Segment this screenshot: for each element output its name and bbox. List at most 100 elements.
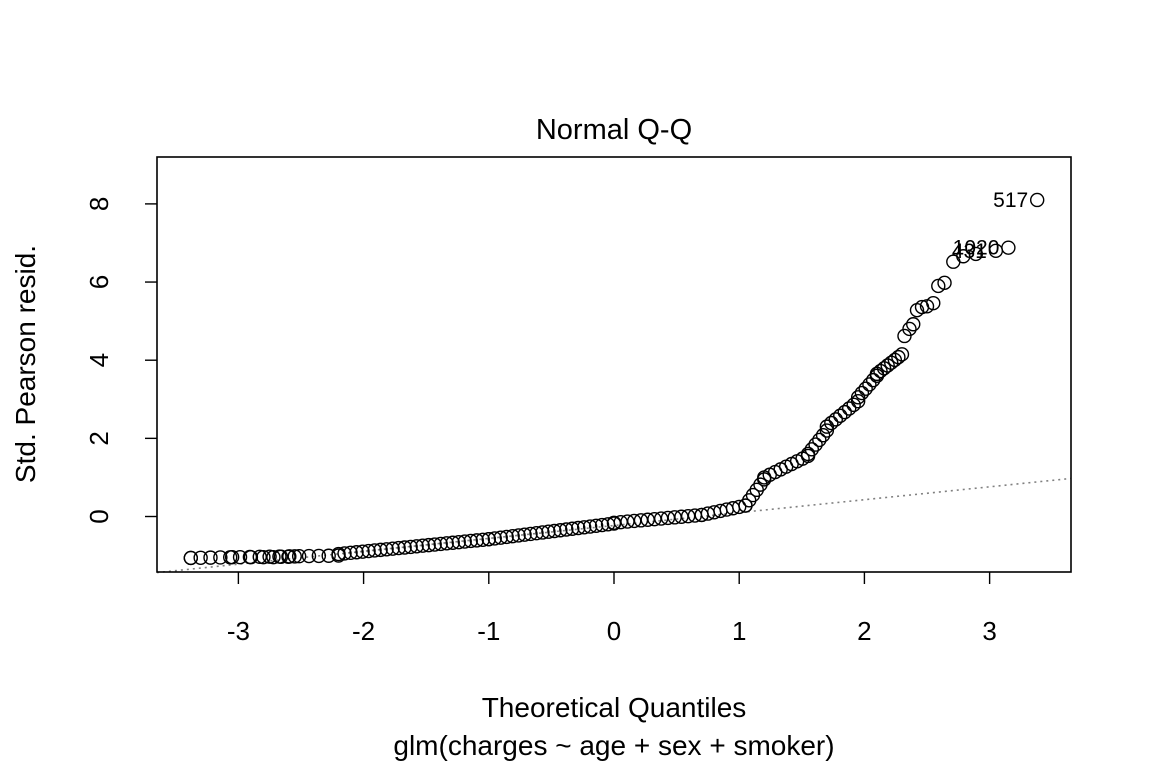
y-tick-label: 6 xyxy=(84,275,114,289)
data-point xyxy=(880,358,895,373)
data-point xyxy=(272,549,287,564)
data-point xyxy=(1001,240,1016,255)
data-point xyxy=(873,363,888,379)
data-point xyxy=(451,534,466,550)
data-point xyxy=(862,377,877,392)
data-point xyxy=(337,546,352,561)
data-point xyxy=(349,545,364,560)
data-point xyxy=(439,536,454,551)
data-point xyxy=(846,397,861,413)
data-point xyxy=(541,524,556,539)
data-point xyxy=(343,545,358,561)
data-point xyxy=(884,355,899,370)
chart-subtitle: glm(charges ~ age + sex + smoker) xyxy=(393,730,834,761)
data-point xyxy=(457,534,472,549)
data-point xyxy=(487,531,502,546)
data-point xyxy=(732,499,747,515)
data-point xyxy=(193,550,208,565)
data-point xyxy=(291,549,307,564)
data-point xyxy=(409,539,424,554)
data-point xyxy=(1029,192,1045,208)
data-point xyxy=(287,549,302,564)
y-tick-label: 2 xyxy=(84,431,114,445)
data-point xyxy=(321,548,336,563)
x-tick-label: 1 xyxy=(732,616,746,646)
data-point xyxy=(833,408,848,423)
data-point xyxy=(505,528,520,544)
data-point xyxy=(523,526,538,542)
x-axis-title: Theoretical Quantiles xyxy=(482,692,747,723)
data-point xyxy=(427,537,442,552)
data-point xyxy=(262,549,277,564)
data-point xyxy=(850,394,866,409)
chart-title: Normal Q-Q xyxy=(536,114,692,146)
data-point xyxy=(415,538,430,553)
data-point xyxy=(203,550,218,565)
point-label: 1020 xyxy=(953,237,1000,260)
y-tick-label: 8 xyxy=(84,197,114,211)
data-point xyxy=(433,536,448,552)
data-point xyxy=(535,525,550,540)
data-point xyxy=(812,432,827,448)
data-point xyxy=(887,352,903,368)
data-point xyxy=(511,528,526,543)
data-point xyxy=(869,366,885,382)
data-point xyxy=(493,530,508,545)
data-point xyxy=(252,549,267,565)
data-point xyxy=(891,349,906,365)
data-point xyxy=(223,550,238,565)
data-point xyxy=(385,541,400,556)
data-point xyxy=(403,539,418,555)
data-point xyxy=(854,385,870,401)
data-point xyxy=(582,519,598,534)
data-point xyxy=(213,550,228,565)
x-axis: -3 -2 -1 0 1 2 3 xyxy=(227,572,997,646)
x-tick-label: 2 xyxy=(857,616,871,646)
data-point xyxy=(800,446,816,462)
data-point xyxy=(559,522,574,537)
y-axis-title: Std. Pearson resid. xyxy=(10,245,41,483)
data-point xyxy=(876,361,892,376)
data-point xyxy=(571,520,586,536)
data-point xyxy=(858,381,873,396)
data-point xyxy=(469,533,484,548)
data-point xyxy=(842,401,857,416)
data-point xyxy=(282,549,297,564)
data-point xyxy=(588,518,604,533)
data-point xyxy=(481,531,496,547)
data-point xyxy=(355,544,370,559)
data-point xyxy=(499,529,514,545)
data-point xyxy=(242,549,258,565)
data-point xyxy=(232,549,248,565)
data-point xyxy=(988,243,1004,258)
data-point xyxy=(391,540,406,556)
x-tick-label: -3 xyxy=(227,616,250,646)
plot-box xyxy=(156,156,1072,573)
data-point xyxy=(808,437,823,452)
data-point xyxy=(828,412,843,427)
point-label: 517 xyxy=(993,189,1028,212)
data-point xyxy=(565,521,580,536)
point-label: 431 xyxy=(952,240,987,263)
data-point xyxy=(361,543,376,559)
data-point xyxy=(475,532,490,547)
data-point xyxy=(463,533,478,549)
data-point xyxy=(183,550,199,566)
data-point xyxy=(397,540,412,555)
data-point xyxy=(367,543,382,558)
data-point xyxy=(819,419,835,434)
x-tick-label: -2 xyxy=(352,616,375,646)
data-point xyxy=(311,548,327,564)
data-point xyxy=(815,428,831,443)
data-point xyxy=(902,321,917,337)
data-points-layer xyxy=(183,192,1045,566)
data-point xyxy=(968,246,984,262)
data-point xyxy=(547,523,562,539)
data-point xyxy=(553,523,568,538)
data-point xyxy=(926,295,941,311)
data-point xyxy=(517,527,532,542)
data-point xyxy=(850,390,866,405)
data-point xyxy=(301,548,317,564)
